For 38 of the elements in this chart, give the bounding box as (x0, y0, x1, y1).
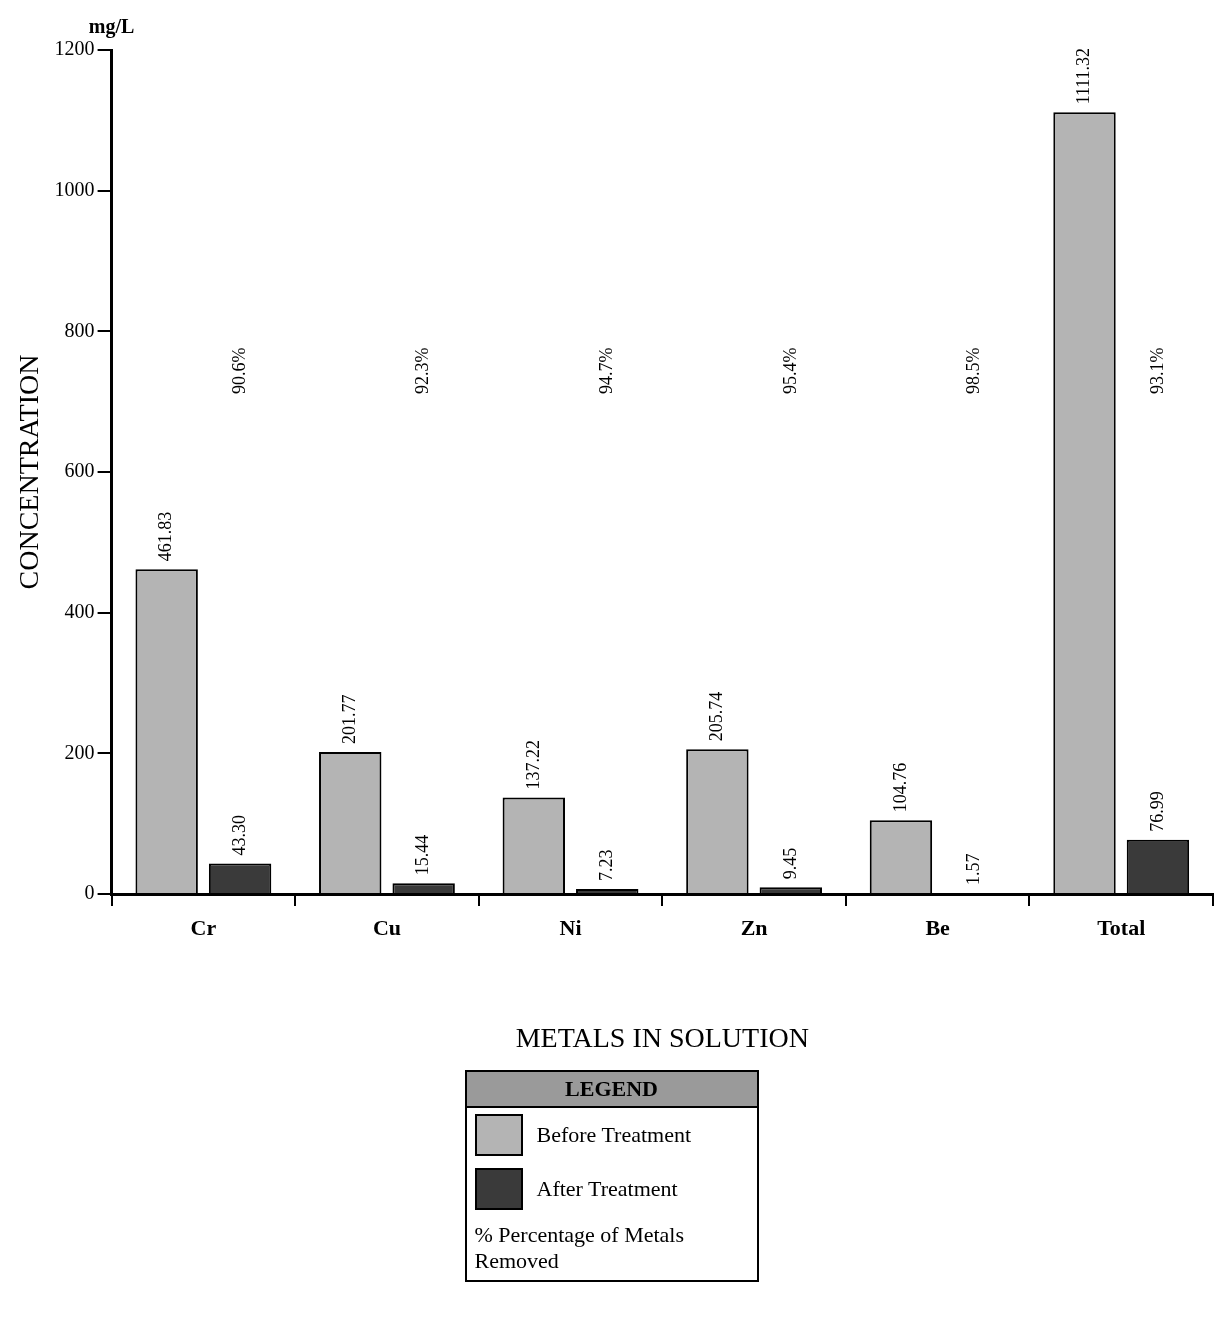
y-tick-label: 400 (64, 599, 95, 622)
data-label: 461.83 (155, 511, 176, 562)
x-tick-label: Ni (559, 914, 582, 940)
y-tick-label: 200 (64, 740, 95, 763)
annotation: 93.1% (1146, 347, 1167, 394)
x-tick-label: Be (925, 914, 951, 940)
annotation: 92.3% (412, 347, 433, 394)
annotation: 98.5% (963, 347, 984, 394)
y-axis-title: CONCENTRATION (13, 354, 45, 590)
legend-label: Before Treatment (536, 1122, 692, 1148)
data-label: 9.45 (779, 847, 800, 880)
annotation: 94.7% (595, 347, 616, 394)
text: % Percentage of Metals Removed (474, 1222, 686, 1274)
y-tick-label: 0 (84, 881, 95, 904)
x-tick-label: Total (1097, 914, 1146, 940)
data-label: 15.44 (412, 834, 433, 876)
data-label: 1.57 (963, 853, 984, 885)
x-tick-label: Cr (190, 914, 217, 940)
data-label: 1111.32 (1073, 47, 1094, 105)
y-tick-label: 1000 (54, 177, 95, 200)
x-tick-label: Cu (372, 914, 402, 940)
y-tick-label: 800 (64, 318, 95, 341)
text: mg/L (88, 15, 135, 39)
data-label: 43.30 (228, 815, 249, 856)
y-tick-label: 600 (64, 459, 95, 482)
data-label: 205.74 (706, 691, 727, 742)
data-label: 76.99 (1146, 791, 1167, 832)
annotation: 90.6% (228, 347, 249, 394)
x-axis-title: METALS IN SOLUTION (515, 1021, 809, 1053)
data-label: 201.77 (338, 694, 359, 745)
legend-title: LEGEND (466, 1072, 757, 1108)
data-label: 104.76 (889, 762, 910, 813)
y-tick-label: 1200 (54, 37, 95, 60)
annotation: 95.4% (779, 347, 800, 394)
x-tick-label: Zn (740, 914, 768, 940)
data-label: 137.22 (522, 739, 543, 790)
legend-label: After Treatment (536, 1176, 678, 1202)
data-label: 7.23 (595, 849, 616, 881)
